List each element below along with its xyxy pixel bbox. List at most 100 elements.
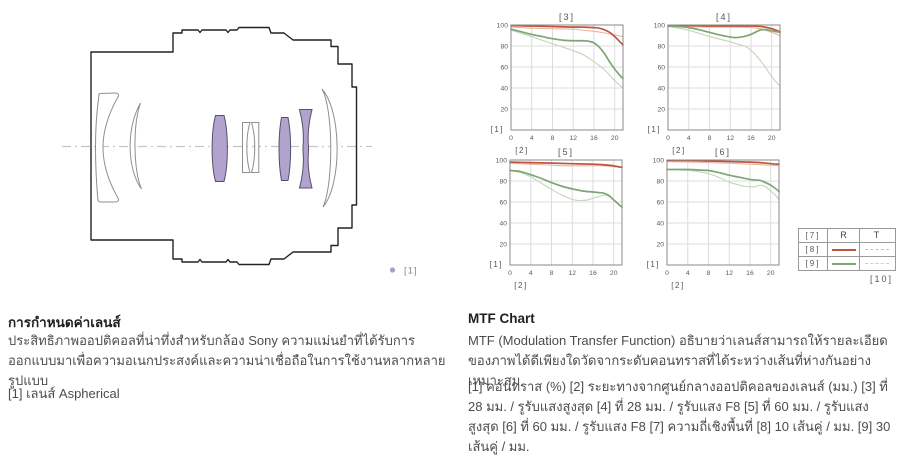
x-axis-label: [2] — [515, 146, 528, 155]
mtf-series-r10 — [510, 24, 624, 46]
mtf-series-r30 — [666, 168, 780, 193]
mtf-series-r10 — [666, 159, 780, 166]
svg-text:60: 60 — [500, 65, 508, 72]
mtf-series-t30 — [509, 169, 623, 208]
legend-label-30lpmm: [9] — [799, 257, 828, 270]
svg-text:100: 100 — [654, 23, 666, 30]
mtf-series-r30 — [667, 25, 781, 39]
svg-text:60: 60 — [657, 65, 665, 72]
legend-line-t30 — [864, 263, 889, 264]
lens-element-doublet-right — [250, 122, 260, 173]
legend-label-10lpmm: [8] — [799, 243, 828, 256]
chart-title: [5] — [558, 148, 574, 157]
mtf-series-t30 — [666, 168, 780, 201]
svg-text:0: 0 — [508, 270, 512, 277]
svg-text:8: 8 — [708, 135, 712, 142]
mtf-series-t10 — [667, 25, 781, 37]
aspherical-element-2 — [278, 117, 292, 181]
svg-text:100: 100 — [653, 158, 665, 165]
aspherical-marker-label: [1] — [404, 266, 418, 277]
mtf-series-t10 — [509, 162, 623, 168]
svg-text:16: 16 — [590, 135, 598, 142]
legend-note-label: [10] — [869, 274, 893, 284]
svg-text:80: 80 — [500, 44, 508, 51]
svg-text:20: 20 — [657, 107, 665, 114]
svg-text:16: 16 — [589, 270, 597, 277]
legend-row-10lpmm: [8] — [799, 242, 895, 256]
svg-text:16: 16 — [746, 270, 754, 277]
x-axis-label: [2] — [514, 281, 527, 290]
aspherical-element-1 — [211, 115, 228, 182]
y-axis-label: [1] — [648, 125, 661, 134]
svg-text:40: 40 — [499, 221, 507, 228]
svg-text:12: 12 — [569, 135, 577, 142]
svg-text:4: 4 — [687, 135, 691, 142]
lens-element-front-group-2 — [129, 102, 142, 190]
mtf-chart-60mm-max-aperture: [5] 20 40 60 80 100 0 4 8 12 16 20 [1] [2] — [479, 148, 639, 290]
svg-text:0: 0 — [509, 135, 513, 142]
mtf-chart-body: MTF (Modulation Transfer Function) อธิบา… — [468, 333, 888, 388]
svg-text:80: 80 — [657, 44, 665, 51]
legend-header-row: [7] R T — [799, 229, 895, 242]
mtf-chart-title: MTF Chart — [468, 311, 535, 326]
svg-text:12: 12 — [726, 135, 734, 142]
legend-header-frequency: [7] — [799, 229, 828, 242]
lens-barrel-outline — [90, 26, 358, 266]
svg-text:12: 12 — [568, 270, 576, 277]
mtf-chart-key: [1] คอนทราส (%) [2] ระยะทางจากศูนย์กลางอ… — [468, 379, 891, 454]
y-axis-label: [1] — [490, 260, 503, 269]
aspherical-footnote: [1] เลนส์ Aspherical — [8, 386, 120, 401]
svg-text:100: 100 — [497, 23, 509, 30]
svg-text:8: 8 — [550, 270, 554, 277]
mtf-series-t10 — [666, 161, 780, 167]
svg-text:40: 40 — [657, 86, 665, 93]
chart-title: [3] — [559, 13, 575, 22]
svg-text:20: 20 — [499, 242, 507, 249]
chart-title: [4] — [716, 13, 732, 22]
legend-line-r10 — [831, 248, 856, 251]
mtf-chart-28mm-max-aperture: [3] 20 40 60 80 100 0 4 8 12 16 20 [1] [2] — [480, 13, 640, 155]
svg-text:20: 20 — [656, 242, 664, 249]
mtf-series-t30 — [510, 29, 624, 89]
svg-text:60: 60 — [656, 200, 664, 207]
lens-config-body: ประสิทธิภาพออปติคอลที่น่าทึ่งสำหรับกล้อง… — [8, 333, 446, 388]
svg-text:100: 100 — [496, 158, 508, 165]
lens-element-doublet-left — [242, 122, 251, 173]
mtf-series-r10 — [509, 161, 623, 169]
svg-text:20: 20 — [500, 107, 508, 114]
mtf-series-r10 — [667, 24, 781, 33]
svg-text:40: 40 — [656, 221, 664, 228]
svg-text:16: 16 — [747, 135, 755, 142]
svg-text:8: 8 — [551, 135, 555, 142]
svg-text:4: 4 — [686, 270, 690, 277]
mtf-series-r30 — [510, 28, 624, 80]
svg-text:40: 40 — [500, 86, 508, 93]
mtf-legend-table: [7] R T [8] [9] — [798, 228, 896, 271]
lens-element-front-group-1 — [94, 92, 120, 203]
svg-text:0: 0 — [666, 135, 670, 142]
svg-text:12: 12 — [725, 270, 733, 277]
aspherical-marker-dot — [389, 267, 396, 273]
mtf-chart-28mm-f8: [4] 20 40 60 80 100 0 4 8 12 16 20 [1] [2] — [637, 13, 797, 155]
legend-row-30lpmm: [9] — [799, 256, 895, 270]
lens-element-rear — [321, 88, 338, 208]
svg-text:20: 20 — [611, 135, 619, 142]
svg-text:20: 20 — [610, 270, 618, 277]
lens-spec-page: [1] [3] 20 40 60 80 100 0 4 8 12 16 20 [1] [2] [4] 20 4… — [8, 13, 896, 454]
legend-header-radial: R — [828, 229, 860, 242]
svg-text:80: 80 — [499, 179, 507, 186]
svg-text:0: 0 — [665, 270, 669, 277]
svg-text:4: 4 — [529, 270, 533, 277]
chart-title: [6] — [715, 148, 731, 157]
mtf-series-t30 — [667, 26, 781, 87]
lens-config-title: การกำหนดค่าเลนส์ — [8, 315, 121, 330]
aspherical-element-3 — [298, 109, 313, 189]
legend-header-tangential: T — [873, 230, 880, 240]
svg-text:8: 8 — [707, 270, 711, 277]
mtf-series-r30 — [509, 169, 623, 209]
legend-line-t10 — [864, 249, 889, 250]
mtf-chart-60mm-f8: [6] 20 40 60 80 100 0 4 8 12 16 20 [1] [2] — [636, 148, 796, 290]
x-axis-label: [2] — [671, 281, 684, 290]
y-axis-label: [1] — [647, 260, 660, 269]
y-axis-label: [1] — [491, 125, 504, 134]
